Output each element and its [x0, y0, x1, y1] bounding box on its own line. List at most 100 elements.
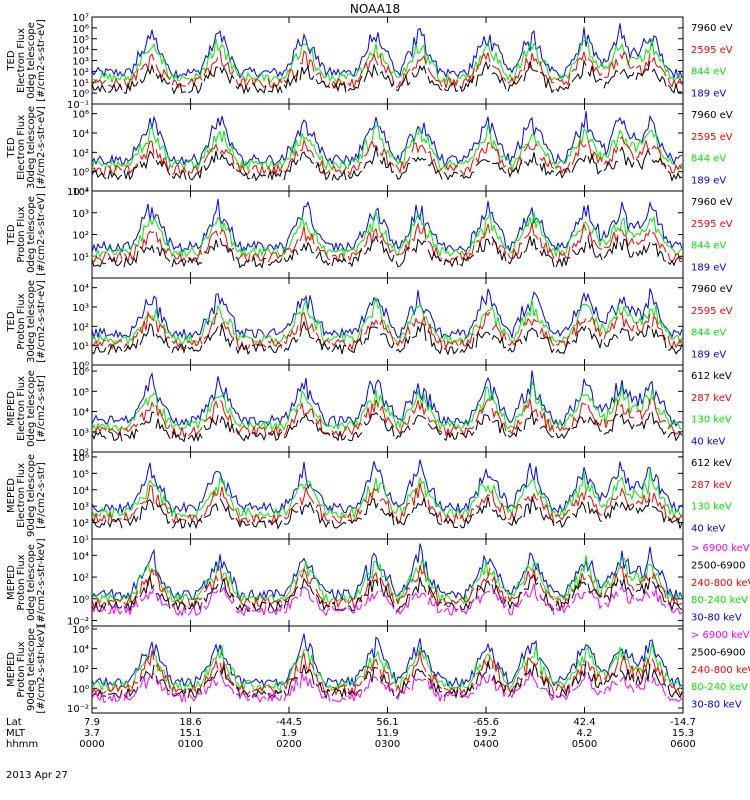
- series-line: [92, 198, 683, 254]
- footer-value: 7.9: [84, 717, 100, 728]
- series-line: [92, 124, 683, 172]
- y-tick-label: 10³: [72, 502, 89, 513]
- footer-value: 11.9: [376, 728, 398, 739]
- series-line: [92, 574, 683, 613]
- y-axis-label: Proton Flux: [16, 293, 27, 349]
- footer-group: Lat 7.9 18.6 -44.5 56.1 -65.6 42.4 -14.7 MLT 3.7 1…: [6, 717, 696, 750]
- traces: [92, 198, 683, 269]
- y-axis-label: Electron Flux: [16, 115, 27, 180]
- y-tick-label: 10³: [72, 209, 89, 220]
- y-axis-label: MEPED: [6, 391, 17, 426]
- series-line: [92, 288, 683, 340]
- y-tick-label: 10⁴: [72, 284, 89, 295]
- legend-entry: 40 keV: [691, 523, 725, 534]
- footer-value: 56.1: [376, 717, 398, 728]
- footer-value: 19.2: [475, 728, 497, 739]
- y-tick-label: 10¹: [72, 78, 89, 89]
- legend-entry: 2595 eV: [691, 132, 733, 143]
- y-tick-label: 10⁻²: [67, 704, 89, 715]
- footer-value: 0500: [572, 739, 597, 750]
- y-tick-label: 10²: [72, 519, 89, 530]
- y-axis-label: 0deg telescope: [26, 544, 37, 621]
- y-axis-label: [#/cm2-s-str-eV]: [36, 106, 47, 189]
- traces: [92, 633, 683, 704]
- series-line: [92, 583, 683, 618]
- y-tick-label: 10⁵: [72, 469, 89, 480]
- traces: [92, 111, 683, 183]
- footer-value: 0600: [670, 739, 695, 750]
- y-tick-label: 10²: [72, 448, 89, 459]
- y-tick-label: 10⁶: [72, 625, 89, 636]
- traces: [92, 288, 683, 356]
- footer-value: 42.4: [573, 717, 595, 728]
- y-axis-label: 0deg telescope: [26, 370, 37, 447]
- y-tick-label: 10⁶: [72, 453, 89, 464]
- y-axis-label: 30deg telescope: [26, 106, 37, 189]
- y-tick-label: 10⁰: [72, 361, 89, 372]
- series-line: [92, 59, 683, 95]
- legend-entry: 30-80 keV: [691, 613, 742, 624]
- series-line: [92, 209, 683, 259]
- y-tick-label: 10⁴: [72, 408, 89, 419]
- y-tick-label: 10⁴: [72, 486, 89, 497]
- y-tick-label: 10²: [72, 322, 89, 333]
- footer-value: 15.1: [179, 728, 201, 739]
- series-line: [92, 459, 683, 515]
- y-axis-label: MEPED: [6, 652, 17, 687]
- traces: [92, 459, 683, 530]
- y-tick-label: 10¹: [72, 342, 89, 353]
- figure-title: NOAA18: [350, 2, 400, 16]
- y-tick-label: 10⁻²: [67, 187, 89, 198]
- y-tick-label: 10⁰: [72, 168, 89, 179]
- y-tick-label: 10⁶: [72, 110, 89, 121]
- legend-entry: 240-800 keV: [691, 578, 750, 589]
- y-tick-label: 10⁴: [72, 645, 89, 656]
- footer-value: -14.7: [670, 717, 696, 728]
- series-line: [92, 633, 683, 689]
- y-axis-label: [#/cm2-s-str]: [36, 375, 47, 442]
- y-tick-label: 10⁴: [72, 551, 89, 562]
- legend-entry: 130 keV: [691, 502, 732, 513]
- y-axis-label: [#/cm2-s-str-keV]: [36, 625, 47, 713]
- series-line: [92, 671, 683, 704]
- y-axis-label: [#/cm2-s-str-keV]: [36, 538, 47, 626]
- y-tick-label: 10²: [72, 67, 89, 78]
- legend-entry: 7960 eV: [691, 23, 733, 34]
- date-label: 2013 Apr 27: [6, 770, 68, 781]
- footer-value: 1.9: [281, 728, 297, 739]
- y-axis-label: 0deg telescope: [26, 196, 37, 273]
- series-line: [92, 555, 683, 606]
- legend-entry: > 6900 keV: [691, 543, 750, 554]
- y-axis-label: 0deg telescope: [26, 22, 37, 99]
- legend-entry: 7960 eV: [691, 110, 733, 121]
- series-line: [92, 495, 683, 530]
- y-axis-label: MEPED: [6, 565, 17, 600]
- y-axis-label: Electron Flux: [16, 376, 27, 441]
- series-line: [92, 37, 683, 84]
- footer-value: 18.6: [179, 717, 201, 728]
- legend-entry: 189 eV: [691, 262, 726, 273]
- y-axis-label: Electron Flux: [16, 28, 27, 93]
- traces: [92, 543, 683, 618]
- y-tick-label: 10⁻²: [67, 617, 89, 628]
- y-tick-label: 10²: [72, 231, 89, 242]
- y-axis-label: Proton Flux: [16, 206, 27, 262]
- y-tick-label: 10⁶: [72, 24, 89, 35]
- series-line: [92, 234, 683, 269]
- y-tick-label: 10⁴: [72, 46, 89, 57]
- legend-entry: 2595 eV: [691, 45, 733, 56]
- y-tick-label: 10⁶: [72, 367, 89, 378]
- legend-entry: 130 keV: [691, 415, 732, 426]
- y-axis-label: TED: [6, 311, 17, 332]
- footer-row-name: MLT: [6, 728, 26, 739]
- y-tick-label: 10⁴: [72, 129, 89, 140]
- legend-entry: 240-800 keV: [691, 665, 750, 676]
- y-tick-label: 10⁵: [72, 387, 89, 398]
- y-tick-label: 10⁰: [72, 89, 89, 100]
- legend-entry: 612 keV: [691, 371, 732, 382]
- panel-frame: [91, 103, 684, 192]
- panel-2: 10⁻² 10⁰ 10² 10⁴ 10⁶ TED Electron Flux 30deg te…: [6, 103, 733, 198]
- footer-value: 0300: [375, 739, 400, 750]
- traces: [92, 23, 683, 95]
